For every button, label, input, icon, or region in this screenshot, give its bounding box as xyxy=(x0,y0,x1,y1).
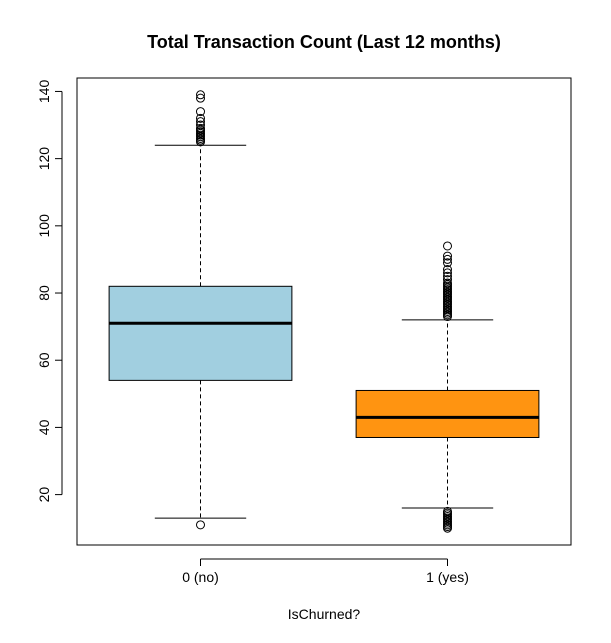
y-tick-label: 140 xyxy=(36,80,52,104)
outlier-point xyxy=(196,120,205,130)
outlier-point xyxy=(443,275,452,285)
outlier-point xyxy=(196,90,205,100)
outlier-point xyxy=(196,113,205,123)
x-axis: 0 (no) 1 (yes) xyxy=(182,558,469,585)
y-tick-label: 120 xyxy=(36,147,52,171)
outlier-point xyxy=(196,123,205,133)
box-iqr xyxy=(355,389,540,438)
outlier-point xyxy=(443,254,452,264)
outlier-point xyxy=(196,520,205,530)
y-tick-label: 20 xyxy=(36,487,52,503)
outlier-point xyxy=(196,117,205,127)
plot-frame xyxy=(76,77,572,546)
x-tick-label: 1 (yes) xyxy=(426,569,469,585)
x-tick-label: 0 (no) xyxy=(182,569,219,585)
y-tick-label: 100 xyxy=(36,214,52,238)
outlier-point xyxy=(443,271,452,281)
outlier-point xyxy=(443,241,452,251)
outlier-point xyxy=(443,258,452,268)
y-tick-label: 60 xyxy=(36,352,52,368)
y-tick-label: 40 xyxy=(36,419,52,435)
chart-title: Total Transaction Count (Last 12 months) xyxy=(147,32,501,52)
x-axis-label: IsChurned? xyxy=(288,606,361,622)
outlier-point xyxy=(196,93,205,103)
box-group xyxy=(355,241,540,533)
outlier-point xyxy=(443,265,452,275)
box-iqr xyxy=(108,285,293,381)
outlier-point xyxy=(196,107,205,117)
outlier-point xyxy=(443,506,452,516)
box-series xyxy=(108,90,540,533)
y-tick-label: 80 xyxy=(36,285,52,301)
outlier-point xyxy=(443,278,452,288)
outlier-point xyxy=(443,251,452,261)
outlier-point xyxy=(443,268,452,278)
y-axis: 20 40 60 80 100 120 140 xyxy=(36,80,63,503)
box-group xyxy=(108,90,293,530)
